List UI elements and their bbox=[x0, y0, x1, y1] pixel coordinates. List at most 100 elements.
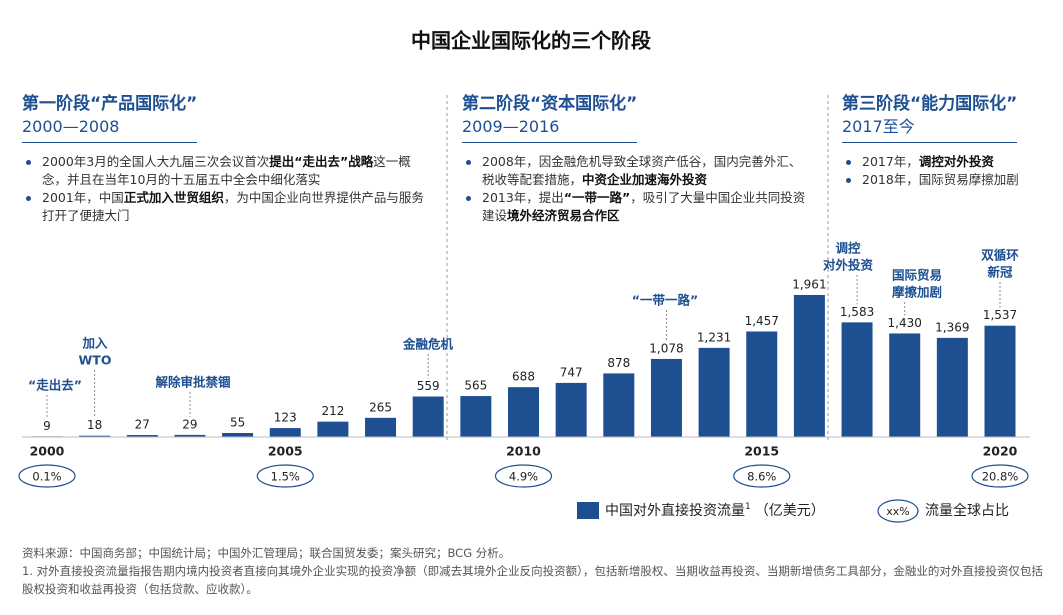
bullet-text: 2000年3月的全国人大九届三次会议首次 bbox=[42, 154, 270, 169]
value-label: 1,430 bbox=[888, 316, 922, 330]
legend-note: 1 bbox=[745, 502, 751, 512]
annotation: 双循环 bbox=[980, 248, 1019, 263]
bar bbox=[222, 433, 254, 437]
value-label: 1,583 bbox=[840, 305, 874, 319]
value-label: 265 bbox=[369, 400, 392, 414]
bullet: 2013年，提出“一带一路”，吸引了大量中国企业共同投资建设境外经济贸易合作区 bbox=[462, 189, 807, 225]
bullet: 2017年，调控对外投资 bbox=[842, 153, 1052, 171]
bullet-text: 境外经济贸易合作区 bbox=[507, 208, 620, 223]
legend-swatch bbox=[577, 502, 599, 519]
bullet: 2000年3月的全国人大九届三次会议首次提出“走出去”战略这一概念，并且在当年1… bbox=[22, 153, 432, 189]
bar bbox=[317, 421, 349, 437]
title: 中国企业国际化的三个阶段 bbox=[411, 29, 651, 53]
value-label: 9 bbox=[43, 419, 51, 433]
share-oval bbox=[494, 464, 553, 488]
annotation: 新冠 bbox=[987, 265, 1013, 280]
annotation: 摩擦加剧 bbox=[892, 285, 942, 300]
value-label: 878 bbox=[607, 356, 630, 370]
bullet: 2001年，中国正式加入世贸组织，为中国企业向世界提供产品与服务打开了便捷大门 bbox=[22, 189, 432, 225]
value-label: 747 bbox=[560, 365, 583, 379]
bar bbox=[793, 295, 825, 437]
bar bbox=[126, 435, 158, 437]
x-tick-label: 2000 bbox=[30, 444, 65, 459]
bullet-text: 正式加入世贸组织 bbox=[123, 190, 224, 205]
bullet-text: “一带一路” bbox=[563, 190, 631, 205]
value-label: 1,369 bbox=[935, 320, 969, 334]
legend-unit: （亿美元） bbox=[755, 503, 825, 519]
value-label: 1,537 bbox=[983, 308, 1017, 322]
legend-oval-text: xx% bbox=[886, 505, 909, 518]
bullet-dot bbox=[466, 160, 471, 165]
bar bbox=[460, 396, 492, 437]
bullet-dot bbox=[26, 160, 31, 165]
annotation: WTO bbox=[79, 353, 112, 368]
phase-rule bbox=[842, 142, 1017, 143]
value-label: 1,457 bbox=[745, 314, 779, 328]
phase-period: 2017至今 bbox=[842, 117, 915, 136]
sources: 资料来源：中国商务部；中国统计局；中国外汇管理局；联合国贸发委；案头研究；BCG… bbox=[22, 544, 1047, 598]
value-label: 55 bbox=[230, 416, 245, 430]
share-label: 1.5% bbox=[271, 470, 300, 484]
annotation: 加入 bbox=[81, 336, 108, 351]
bullet-text: 2013年，提出 bbox=[482, 190, 564, 205]
value-label: 18 bbox=[87, 418, 102, 432]
phase: 第一阶段“产品国际化” 2000—2008 2000年3月的全国人大九届三次会议首次… bbox=[22, 92, 432, 225]
bar bbox=[174, 434, 206, 437]
bullet-text: 中资企业加速海外投资 bbox=[582, 172, 708, 187]
bullet-text: ，吸引了大量中国企业共同投资建设 bbox=[482, 190, 806, 223]
annotation: 调控 bbox=[835, 241, 861, 256]
bullet-dot bbox=[846, 178, 851, 183]
phase-rule bbox=[462, 142, 637, 143]
share-label: 20.8% bbox=[982, 470, 1019, 484]
share-oval bbox=[971, 464, 1029, 488]
annotation: 解除审批禁锢 bbox=[155, 375, 230, 390]
bar bbox=[555, 382, 587, 437]
bar bbox=[889, 333, 921, 437]
bullet-text: 提出“走出去”战略 bbox=[269, 154, 374, 169]
bar bbox=[79, 435, 111, 437]
value-label: 212 bbox=[321, 404, 344, 418]
bar bbox=[269, 428, 301, 437]
annotation: “走出去” bbox=[28, 378, 82, 393]
value-label: 1,961 bbox=[792, 278, 826, 292]
phase: 第三阶段“能力国际化” 2017至今 2017年，调控对外投资 2018年，国际贸易摩… bbox=[842, 92, 1052, 189]
x-tick-label: 2015 bbox=[744, 444, 779, 459]
bullet-text: 2017年， bbox=[862, 154, 919, 169]
phase-period: 2009—2016 bbox=[462, 117, 560, 136]
value-label: 688 bbox=[512, 370, 535, 384]
share-label: 4.9% bbox=[509, 470, 538, 484]
share-oval bbox=[18, 464, 76, 488]
value-label: 1,231 bbox=[697, 330, 731, 344]
phase: 第二阶段“资本国际化” 2009—2016 2008年，因金融危机导致全球资产低谷，… bbox=[462, 92, 807, 225]
value-label: 565 bbox=[464, 379, 487, 393]
annotation: 国际贸易 bbox=[892, 268, 942, 283]
bullet: 2018年，国际贸易摩擦加剧 bbox=[842, 171, 1052, 189]
bar bbox=[936, 337, 968, 437]
bullet-dot bbox=[26, 196, 31, 201]
share-oval bbox=[256, 464, 314, 488]
bar bbox=[746, 331, 778, 437]
value-label: 123 bbox=[274, 411, 297, 425]
bar bbox=[841, 322, 873, 437]
bullet-dot bbox=[846, 160, 851, 165]
bar bbox=[365, 417, 397, 437]
phase-rule bbox=[22, 142, 197, 143]
annotation: “一带一路” bbox=[632, 293, 698, 308]
bullet-text: 2008年，因金融危机导致全球资产低谷，国内完善外汇、税收等配套措施， bbox=[482, 154, 802, 187]
bullet-dot bbox=[466, 196, 471, 201]
x-tick-label: 2020 bbox=[983, 444, 1018, 459]
legend-oval bbox=[877, 499, 919, 523]
legend-name: 中国对外直接投资流量 bbox=[605, 502, 745, 519]
share-oval bbox=[733, 464, 791, 488]
bullet-text: ，为中国企业向世界提供产品与服务打开了便捷大门 bbox=[42, 190, 424, 223]
x-tick-label: 2010 bbox=[506, 444, 541, 459]
phase-period: 2000—2008 bbox=[22, 117, 120, 136]
bullet-text: 2001年，中国 bbox=[42, 190, 124, 205]
bar bbox=[603, 373, 635, 437]
value-label: 1,078 bbox=[649, 341, 683, 355]
share-label: 8.6% bbox=[747, 470, 776, 484]
value-label: 29 bbox=[182, 417, 197, 431]
bar bbox=[508, 387, 539, 437]
